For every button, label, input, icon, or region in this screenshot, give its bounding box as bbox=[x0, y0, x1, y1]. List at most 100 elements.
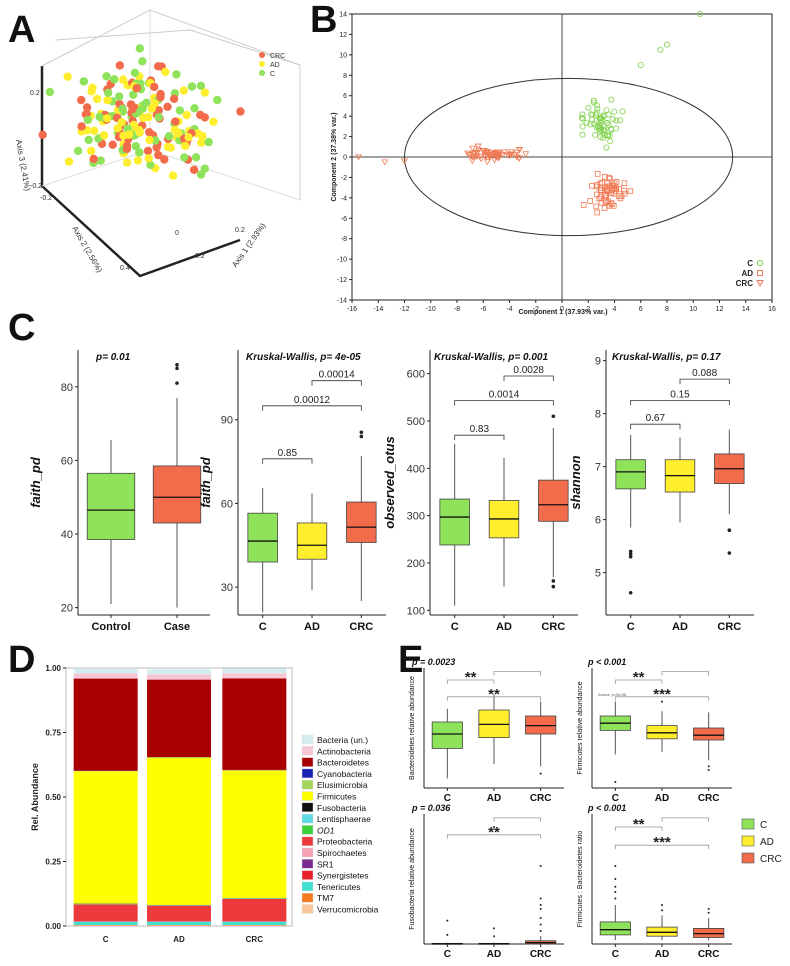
pcoa-point bbox=[90, 126, 99, 136]
pcoa-point bbox=[131, 142, 140, 151]
pcoa-point bbox=[108, 140, 117, 149]
y-tick-label: 6 bbox=[595, 515, 601, 527]
legend-ad-label: AD bbox=[270, 62, 280, 69]
x-tick-label: AD bbox=[672, 621, 688, 633]
b-legend-marker bbox=[757, 270, 763, 276]
box-iqr bbox=[439, 498, 470, 546]
e-legend-swatch bbox=[741, 835, 755, 847]
b-point-ad bbox=[627, 188, 634, 194]
box-outlier bbox=[359, 434, 364, 439]
b-point-ad bbox=[602, 197, 609, 204]
b-point-ad bbox=[606, 174, 612, 181]
b-point-crc bbox=[492, 154, 500, 161]
box-outlier bbox=[551, 414, 556, 419]
b-point-c bbox=[611, 108, 618, 115]
sig-bracket bbox=[446, 696, 542, 701]
pcoa-point bbox=[154, 113, 163, 122]
box-iqr bbox=[346, 501, 377, 543]
b-xtick-label: 12 bbox=[716, 306, 724, 313]
sig-bracket bbox=[493, 817, 542, 822]
pcoa-point bbox=[187, 82, 197, 91]
box-outlier bbox=[539, 907, 542, 910]
b-xtick-label: 8 bbox=[665, 306, 669, 313]
box-outlier bbox=[493, 927, 495, 930]
sig-bracket bbox=[614, 679, 663, 684]
b-point-c bbox=[664, 41, 671, 48]
a-axis2-label: Axis 2 (2.56%) bbox=[70, 225, 104, 275]
d-bar-segment bbox=[147, 921, 211, 925]
y-tick-label: 60 bbox=[221, 498, 233, 510]
pcoa-point bbox=[180, 153, 189, 162]
b-legend-label: C bbox=[747, 259, 753, 268]
b-point-c bbox=[617, 117, 624, 124]
a-tick-x-bottom: -0.2 bbox=[40, 195, 52, 202]
box-iqr bbox=[86, 472, 136, 540]
y-tick-label: 8 bbox=[595, 409, 601, 421]
pcoa-point bbox=[147, 104, 156, 113]
b-point-ad bbox=[621, 190, 628, 197]
d-bar-segment bbox=[222, 770, 287, 899]
y-axis-label: shannon bbox=[568, 455, 583, 509]
b-xtick-label: 6 bbox=[639, 306, 643, 313]
sig-bracket bbox=[493, 671, 542, 676]
box-iqr bbox=[599, 921, 631, 936]
d-bar-segment bbox=[222, 898, 287, 922]
box-outlier bbox=[539, 897, 542, 900]
pcoa-point bbox=[83, 115, 93, 125]
d-legend-label: Spirochaetes bbox=[317, 848, 367, 858]
y-tick-label: 400 bbox=[407, 463, 425, 475]
y-tick-label: 200 bbox=[407, 558, 425, 570]
b-point-crc bbox=[473, 153, 481, 160]
b-ytick-label: 8 bbox=[343, 73, 347, 80]
box-outlier bbox=[539, 772, 542, 775]
panel-label-e: E bbox=[398, 639, 423, 681]
legend-ad-marker bbox=[259, 61, 265, 67]
box-outlier bbox=[707, 907, 710, 910]
y-tick-label: 30 bbox=[221, 582, 233, 594]
pcoa-point bbox=[129, 120, 138, 130]
d-bar-segment bbox=[73, 925, 138, 926]
b-point-c bbox=[597, 128, 604, 135]
d-legend-swatch bbox=[301, 768, 314, 779]
b-point-ad bbox=[594, 171, 601, 177]
b-point-c bbox=[603, 144, 610, 151]
b-point-ad bbox=[580, 202, 587, 208]
pcoa-point bbox=[213, 95, 222, 105]
box-outlier bbox=[175, 381, 179, 385]
x-tick-label: AD bbox=[655, 949, 669, 960]
d-legend-label: Firmicutes bbox=[317, 792, 356, 802]
b-point-ad bbox=[616, 185, 622, 192]
b-point-ad bbox=[589, 182, 595, 189]
y-tick-label: 600 bbox=[407, 369, 425, 381]
x-tick-label: AD bbox=[655, 793, 669, 804]
pcoa-point bbox=[138, 104, 147, 113]
b-point-c bbox=[578, 114, 585, 121]
pcoa-point bbox=[144, 112, 153, 122]
b-point-ad bbox=[594, 209, 601, 216]
pcoa-point bbox=[135, 148, 144, 157]
x-tick-label: CRC bbox=[698, 949, 720, 960]
box-iqr bbox=[538, 479, 569, 522]
pcoa-point bbox=[196, 110, 205, 120]
pcoa-point bbox=[154, 106, 163, 115]
a-tick-y-mid: 0.2 bbox=[195, 253, 205, 260]
panel-label-d: D bbox=[8, 639, 35, 681]
sig-bracket bbox=[454, 434, 505, 441]
d-bar-segment bbox=[147, 757, 211, 905]
b-xtick-label: 16 bbox=[768, 306, 776, 313]
pcoa-point bbox=[45, 87, 54, 97]
b-point-crc bbox=[507, 149, 515, 156]
x-tick-label: C bbox=[444, 793, 451, 804]
pcoa-point bbox=[79, 77, 89, 86]
b-point-c bbox=[579, 123, 586, 130]
b-point-crc bbox=[493, 149, 501, 156]
b-point-crc bbox=[381, 159, 389, 166]
d-legend-label: OD1 bbox=[317, 825, 335, 835]
legend-c-marker bbox=[259, 70, 265, 76]
y-tick-label: 90 bbox=[221, 415, 233, 427]
b-xtick-label: 10 bbox=[689, 306, 697, 313]
sig-bracket-label: 0.0028 bbox=[513, 365, 544, 376]
b-xtick-label: -10 bbox=[426, 306, 436, 313]
c-shannon: 5 6 7 8 9 C AD CRC 0.67 0.150.088 Kruskal-Wallis, … bbox=[568, 350, 754, 633]
